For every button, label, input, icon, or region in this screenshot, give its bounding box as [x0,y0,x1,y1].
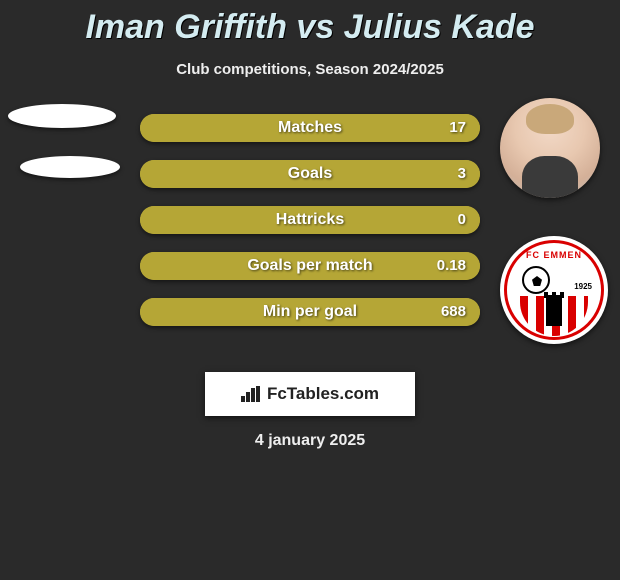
stat-bars: Matches17 Goals3 Hattricks0 Goals per match… [140,114,480,344]
date-label: 4 january 2025 [0,432,620,450]
stat-label: Min per goal [140,298,480,326]
brand-text: FcTables.com [267,384,379,404]
stat-bar: Hattricks0 [140,206,480,234]
page-title: Iman Griffith vs Julius Kade [0,0,620,47]
stat-value: 0 [458,206,466,234]
stat-value: 3 [458,160,466,188]
stat-label: Goals [140,160,480,188]
stat-bar: Matches17 [140,114,480,142]
stat-bar: Goals per match0.18 [140,252,480,280]
subtitle: Club competitions, Season 2024/2025 [0,61,620,78]
club-badge-icon: FC EMMEN 1925 [500,236,608,344]
stat-bar: Min per goal688 [140,298,480,326]
bar-chart-icon [241,386,261,402]
avatar-placeholder-icon [8,104,116,128]
stat-value: 688 [441,298,466,326]
stat-label: Matches [140,114,480,142]
club-name: FC EMMEN [500,250,608,260]
stats-area: Matches17 Goals3 Hattricks0 Goals per match… [0,114,620,354]
stat-bar: Goals3 [140,160,480,188]
player-left-placeholder [8,104,120,206]
club-placeholder-icon [20,156,120,178]
club-year: 1925 [574,282,592,291]
player-avatar-icon [500,98,600,198]
stat-value: 17 [449,114,466,142]
player-right: FC EMMEN 1925 [500,98,608,344]
stat-label: Goals per match [140,252,480,280]
stat-label: Hattricks [140,206,480,234]
stat-value: 0.18 [437,252,466,280]
brand-logo[interactable]: FcTables.com [205,372,415,416]
